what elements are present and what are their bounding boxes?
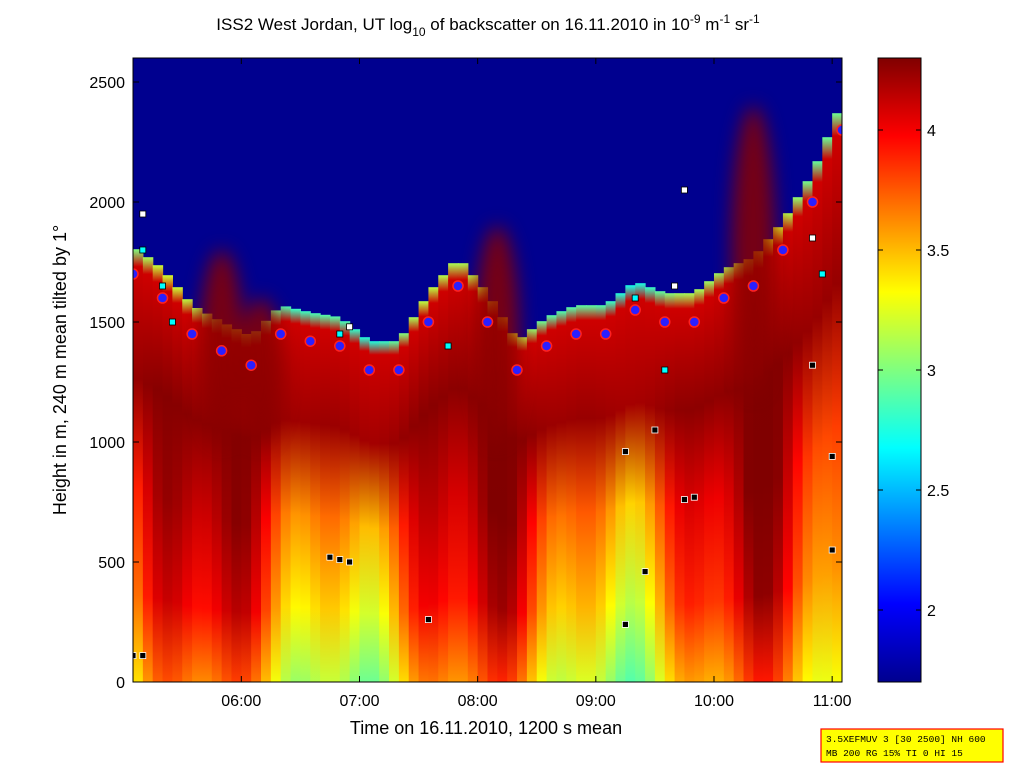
colorbar-tick-label: 2 bbox=[927, 603, 936, 620]
black-marker bbox=[641, 568, 649, 575]
layer-top-marker bbox=[777, 244, 789, 256]
x-tick-label: 11:00 bbox=[813, 693, 852, 710]
colorbar bbox=[877, 57, 922, 683]
layer-top-marker bbox=[156, 292, 169, 304]
black-marker bbox=[346, 558, 354, 566]
layer-top-marker bbox=[629, 304, 641, 316]
layer-top-marker bbox=[133, 268, 139, 280]
layer-top-marker bbox=[511, 364, 523, 376]
plot-frame bbox=[132, 57, 843, 683]
colorbar-tick-label: 3.5 bbox=[927, 243, 949, 260]
white-marker bbox=[681, 186, 688, 194]
y-tick-label: 1000 bbox=[89, 435, 125, 452]
x-tick-label: 07:00 bbox=[339, 693, 379, 710]
layer-top-marker bbox=[304, 335, 317, 347]
x-tick-label: 10:00 bbox=[694, 693, 734, 710]
y-tick-label: 0 bbox=[116, 675, 125, 692]
layer-top-marker bbox=[452, 280, 464, 292]
cyan-marker bbox=[159, 282, 166, 290]
white-marker bbox=[139, 210, 147, 218]
cyan-marker bbox=[444, 342, 452, 350]
layer-top-marker bbox=[481, 316, 494, 328]
black-marker bbox=[651, 426, 659, 434]
x-axis: 06:00 07:00 08:00 09:00 10:00 11:00 bbox=[221, 58, 852, 710]
plot-area bbox=[133, 58, 842, 682]
black-marker bbox=[622, 621, 629, 628]
y-axis: 0 500 1000 1500 2000 2500 bbox=[89, 75, 842, 692]
layer-top-marker bbox=[718, 292, 730, 304]
layer-top-marker bbox=[215, 345, 228, 357]
layer-top-marker bbox=[599, 328, 612, 340]
black-marker bbox=[133, 652, 137, 659]
black-marker bbox=[828, 546, 836, 554]
layer-top-marker bbox=[422, 316, 435, 328]
y-axis-label: Height in m, 240 m mean tilted by 1° bbox=[50, 225, 70, 515]
layer-top-marker bbox=[659, 316, 671, 328]
x-axis-label: Time on 16.11.2010, 1200 s mean bbox=[350, 718, 622, 738]
colorbar-tick-label: 3 bbox=[927, 363, 936, 380]
info-box: 3.5XEFMUV 3 [30 2500] NH 600 MB 200 RG 1… bbox=[820, 728, 1004, 763]
layer-top-marker bbox=[570, 328, 582, 340]
white-marker bbox=[809, 234, 816, 242]
colorbar-ticks: 2 2.5 3 3.5 4 bbox=[878, 123, 949, 620]
layer-top-marker bbox=[806, 196, 819, 208]
x-tick-label: 09:00 bbox=[576, 693, 616, 710]
layer-top-marker bbox=[688, 316, 701, 328]
black-marker bbox=[828, 452, 836, 460]
layer-top-marker bbox=[540, 340, 553, 352]
colorbar-tick-label: 4 bbox=[927, 123, 936, 140]
black-marker bbox=[336, 556, 344, 563]
layer-top-marker bbox=[363, 364, 376, 376]
info-line-2: MB 200 RG 15% TI 0 HI 15 bbox=[826, 748, 963, 759]
black-marker bbox=[326, 553, 334, 561]
y-tick-label: 1500 bbox=[89, 315, 125, 332]
backscatter-heatmap bbox=[133, 113, 842, 682]
black-marker bbox=[681, 496, 688, 504]
cyan-marker bbox=[139, 246, 147, 254]
info-line-1: 3.5XEFMUV 3 [30 2500] NH 600 bbox=[826, 734, 986, 745]
markers-group bbox=[133, 124, 842, 659]
layer-top-marker bbox=[393, 364, 405, 376]
aerosol-layer-2 bbox=[475, 226, 520, 442]
layer-top-marker bbox=[334, 340, 346, 352]
cyan-marker bbox=[818, 270, 826, 278]
layer-top-marker bbox=[836, 124, 842, 136]
x-tick-label: 08:00 bbox=[458, 693, 498, 710]
chart-title: ISS2 West Jordan, UT log10 of backscatte… bbox=[216, 12, 760, 39]
colorbar-tick-label: 2.5 bbox=[927, 483, 949, 500]
black-marker bbox=[622, 448, 629, 456]
black-marker bbox=[690, 493, 698, 501]
x-tick-label: 06:00 bbox=[221, 693, 261, 710]
layer-top-marker bbox=[186, 328, 198, 340]
layer-top-marker bbox=[274, 328, 287, 340]
y-tick-label: 2000 bbox=[89, 195, 125, 212]
layer-top-marker bbox=[245, 359, 257, 371]
layer-top-marker bbox=[747, 280, 760, 292]
cyan-marker bbox=[336, 330, 344, 338]
white-marker bbox=[671, 282, 678, 290]
aerosol-layer-3 bbox=[731, 106, 776, 394]
cyan-marker bbox=[661, 366, 669, 374]
cyan-marker bbox=[168, 318, 176, 326]
cyan-marker bbox=[631, 294, 639, 302]
y-tick-label: 500 bbox=[98, 555, 125, 572]
y-tick-label: 2500 bbox=[89, 75, 125, 92]
aerosol-layer-1 bbox=[239, 298, 283, 442]
aerosol-layers bbox=[199, 106, 776, 442]
black-marker bbox=[424, 616, 432, 623]
black-marker bbox=[809, 361, 816, 369]
white-marker bbox=[346, 323, 354, 331]
black-marker bbox=[139, 652, 147, 659]
